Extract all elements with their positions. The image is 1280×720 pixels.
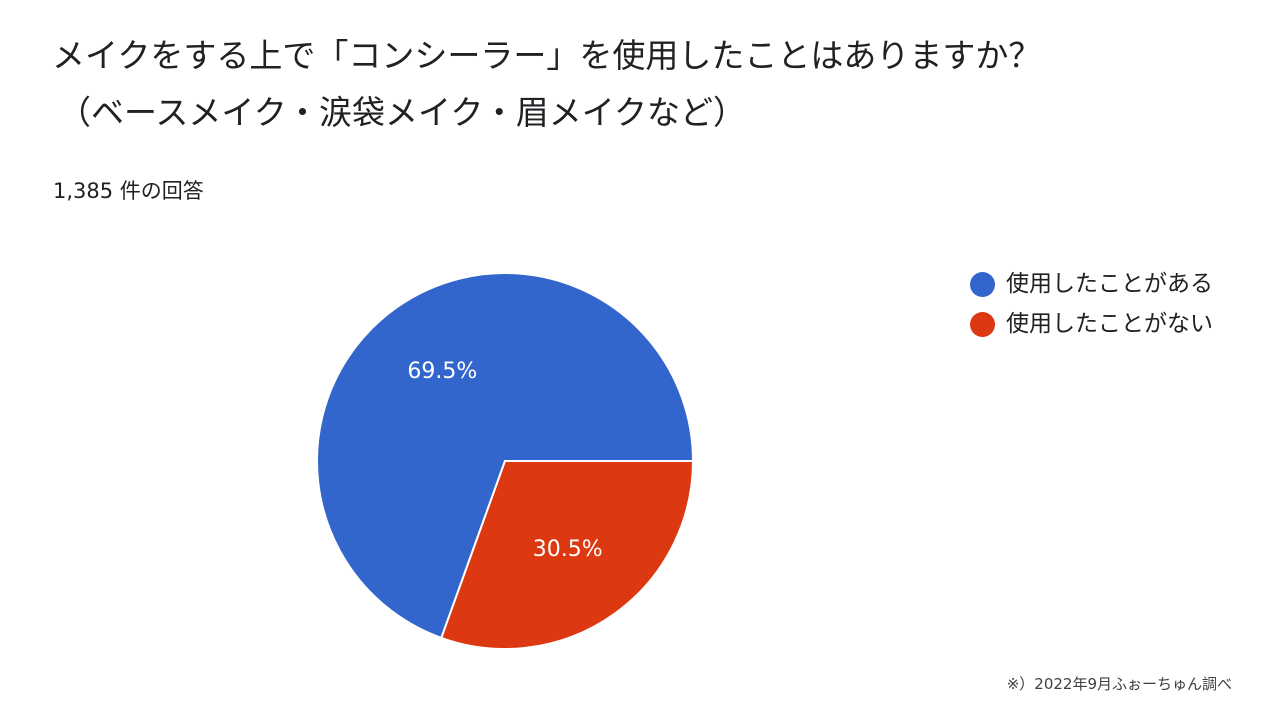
legend-swatch-used bbox=[970, 271, 995, 297]
chart-legend: 使用したことがある 使用したことがない bbox=[970, 268, 1213, 348]
pie-slices-group bbox=[316, 272, 695, 650]
response-count: 1,385 件の回答 bbox=[53, 179, 204, 203]
pie-slice-not-used[interactable] bbox=[440, 460, 695, 650]
legend-label-not-used: 使用したことがない bbox=[1006, 311, 1213, 337]
legend-label-used: 使用したことがある bbox=[1006, 271, 1213, 297]
source-footnote: ※）2022年9月ふぉーちゅん調べ bbox=[1006, 675, 1232, 693]
pie-label-used: 69.5% bbox=[407, 359, 477, 384]
legend-item-not-used[interactable]: 使用したことがない bbox=[970, 308, 1213, 340]
pie-labels-group: 69.5% 30.5% bbox=[407, 359, 602, 562]
legend-item-used[interactable]: 使用したことがある bbox=[970, 268, 1213, 300]
pie-label-not-used: 30.5% bbox=[533, 537, 603, 562]
legend-swatch-not-used bbox=[970, 311, 995, 337]
chart-title-line-1: メイクをする上で「コンシーラー」を使用したことはありますか？ bbox=[52, 36, 1042, 75]
chart-title-line-2: （ベースメイク・涙袋メイク・眉メイクなど） bbox=[58, 93, 747, 132]
pie-slice-used[interactable] bbox=[316, 272, 695, 640]
